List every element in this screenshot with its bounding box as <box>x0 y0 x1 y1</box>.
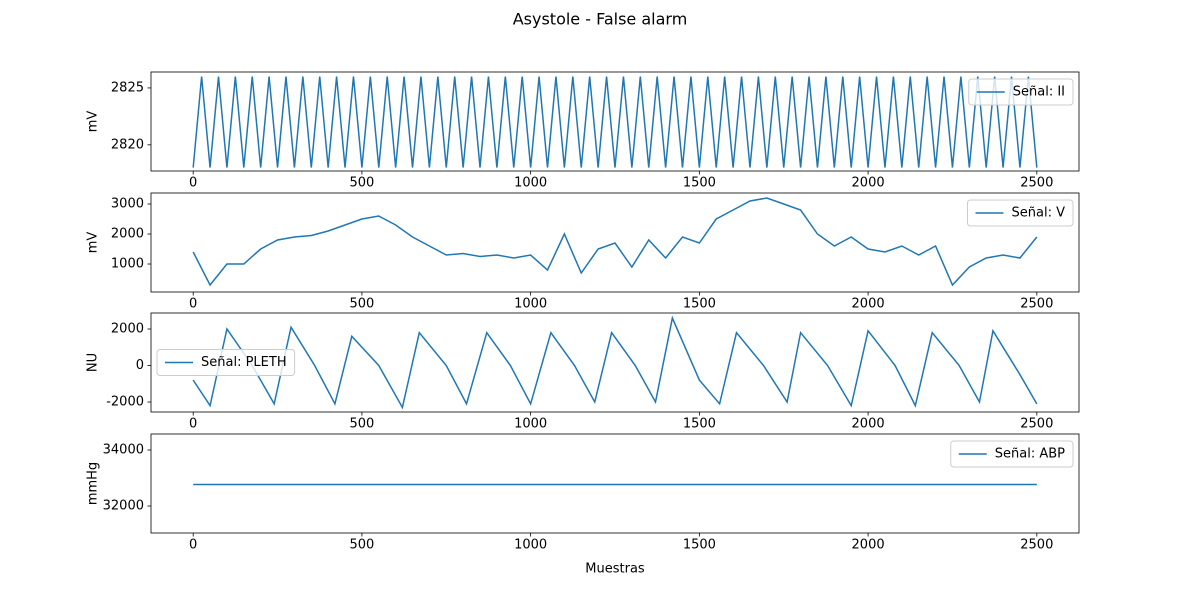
legend-box <box>156 349 296 376</box>
x-tick-label: 2500 <box>1020 417 1053 432</box>
x-tick-label: 2500 <box>1020 538 1053 553</box>
x-tick-label: 2500 <box>1020 176 1053 191</box>
figure-title: Asystole - False alarm <box>513 10 688 29</box>
series-line <box>192 197 1038 287</box>
subplot: 0 500 1000 1500 2000 2500 -2000 0 2000 NU Señal: P… <box>86 312 1080 432</box>
x-tick-label: 1500 <box>683 417 716 432</box>
legend-label: Señal: ABP <box>995 447 1065 462</box>
x-tick-label: 500 <box>349 297 374 312</box>
x-tick-label: 1500 <box>683 538 716 553</box>
x-tick-label: 500 <box>349 538 374 553</box>
y-tick-label: 2820 <box>111 137 144 152</box>
x-tick-label: 1000 <box>514 417 547 432</box>
legend: Señal: PLETH <box>156 349 296 376</box>
y-axis-label: mmHg <box>86 462 101 505</box>
y-tick-label: 2825 <box>111 80 144 95</box>
x-tick-label: 2500 <box>1020 297 1053 312</box>
y-axis-label: mV <box>86 111 101 133</box>
x-tick-label: 0 <box>189 176 197 191</box>
y-tick-label: 2000 <box>111 227 144 242</box>
x-tick-label: 0 <box>189 417 197 432</box>
y-tick-label: 2000 <box>111 322 144 337</box>
y-tick-label: 34000 <box>103 442 144 457</box>
x-tick-label: 2000 <box>852 176 885 191</box>
y-tick-label: 1000 <box>111 257 144 272</box>
y-axis-label: mV <box>86 232 101 254</box>
series-line <box>192 315 1038 410</box>
x-tick-label: 1500 <box>683 176 716 191</box>
series-line <box>192 76 1038 168</box>
legend-label: Señal: II <box>1013 85 1065 100</box>
plot-frame <box>150 433 1080 534</box>
x-tick-label: 0 <box>189 538 197 553</box>
x-tick-label: 500 <box>349 417 374 432</box>
y-tick-label: 3000 <box>111 197 144 212</box>
x-tick-label: 500 <box>349 176 374 191</box>
plot-frame <box>150 312 1080 413</box>
legend-box <box>968 78 1074 106</box>
legend: Señal: V <box>967 199 1074 227</box>
legend: Señal: II <box>968 78 1074 106</box>
legend-box <box>950 440 1074 468</box>
x-tick-label: 2000 <box>852 417 885 432</box>
y-tick-label: -2000 <box>106 394 144 409</box>
x-tick-label: 1000 <box>514 538 547 553</box>
plot-frame <box>150 71 1080 172</box>
x-tick-label: 1500 <box>683 297 716 312</box>
x-tick-label: 2000 <box>852 297 885 312</box>
plot-frame <box>150 192 1080 293</box>
legend-label: Señal: V <box>1012 206 1066 221</box>
x-tick-label: 1000 <box>514 297 547 312</box>
x-tick-label: 0 <box>189 297 197 312</box>
legend-box <box>967 199 1074 227</box>
legend: Señal: ABP <box>950 440 1074 468</box>
x-tick-label: 1000 <box>514 176 547 191</box>
x-tick-label: 2000 <box>852 538 885 553</box>
x-axis-label: Muestras <box>585 562 645 577</box>
subplot: 0 500 1000 1500 2000 2500 1000 2000 3000 mV Señal:… <box>86 192 1080 312</box>
legend-label: Señal: PLETH <box>201 355 287 370</box>
y-tick-label: 32000 <box>103 499 144 514</box>
y-axis-label: NU <box>86 353 101 372</box>
subplot: 0 500 1000 1500 2000 2500 2820 2825 mV Señal: II <box>86 71 1080 191</box>
y-tick-label: 0 <box>136 358 144 373</box>
